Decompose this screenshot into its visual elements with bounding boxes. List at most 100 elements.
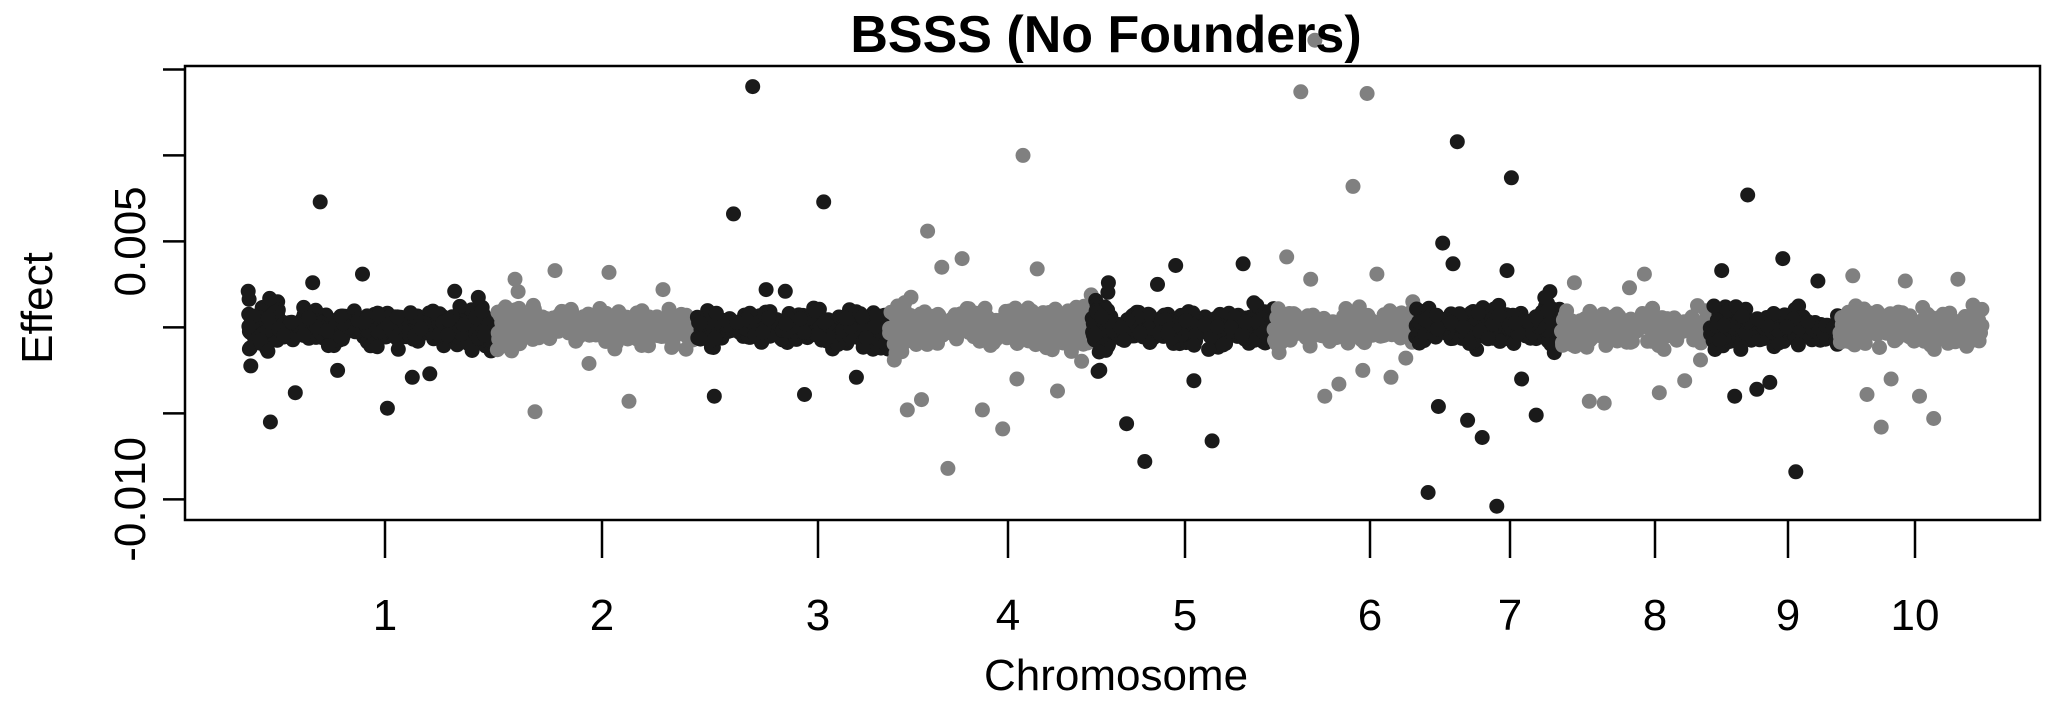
plot-frame xyxy=(183,64,2042,522)
data-point xyxy=(808,303,823,319)
outlier-point xyxy=(422,366,438,382)
data-point xyxy=(1455,319,1471,335)
outlier-point xyxy=(1050,383,1065,399)
data-point xyxy=(477,327,492,343)
outlier-point xyxy=(1137,454,1153,469)
outlier-point xyxy=(1489,498,1505,514)
outlier-point xyxy=(1279,249,1295,265)
data-point xyxy=(1618,318,1634,334)
x-tick-label: 10 xyxy=(1891,591,1940,640)
data-point xyxy=(854,309,870,325)
data-point xyxy=(240,283,256,299)
outlier-point xyxy=(1950,271,1966,287)
data-point xyxy=(662,315,678,331)
data-point xyxy=(260,310,276,326)
data-point xyxy=(525,308,541,324)
data-point xyxy=(474,303,490,319)
outlier-point xyxy=(1727,388,1743,404)
data-point xyxy=(1037,306,1053,322)
outlier-point xyxy=(1293,84,1309,100)
outlier-point xyxy=(1503,170,1519,186)
data-point xyxy=(913,316,929,332)
outlier-point xyxy=(655,282,671,298)
outlier-point xyxy=(1355,362,1371,378)
data-point xyxy=(1201,341,1217,357)
outlier-point xyxy=(1514,371,1530,387)
data-point xyxy=(796,324,812,340)
data-point xyxy=(440,312,456,328)
outlier-point xyxy=(1474,430,1490,445)
outlier-point xyxy=(758,282,774,298)
outlier-point xyxy=(1581,393,1597,409)
outlier-point xyxy=(1009,371,1025,387)
chromosome-3-points xyxy=(689,79,896,404)
data-point xyxy=(456,317,471,333)
data-point xyxy=(761,310,777,326)
data-point xyxy=(369,339,385,355)
data-point xyxy=(1876,316,1892,332)
data-point xyxy=(1932,323,1948,338)
outlier-point xyxy=(1345,178,1361,194)
data-point xyxy=(1766,306,1782,321)
outlier-point xyxy=(1303,271,1319,287)
x-tick-label: 5 xyxy=(1173,591,1197,640)
outlier-point xyxy=(1460,412,1476,428)
data-point xyxy=(390,341,406,357)
data-point xyxy=(1197,317,1212,333)
data-point xyxy=(692,315,708,331)
x-tick-label: 2 xyxy=(590,591,614,640)
data-point xyxy=(778,316,794,332)
outlier-point xyxy=(1651,385,1667,401)
data-point xyxy=(1900,328,1916,344)
outlier-point xyxy=(621,393,637,409)
outlier-point xyxy=(816,194,832,210)
chromosome-6-points xyxy=(1266,32,1423,404)
outlier-point xyxy=(581,356,597,371)
data-point xyxy=(1090,363,1106,379)
outlier-point xyxy=(547,263,563,279)
data-point xyxy=(1848,298,1864,314)
data-point xyxy=(858,330,874,346)
data-point xyxy=(1837,319,1853,335)
data-point xyxy=(1706,298,1722,314)
data-point xyxy=(866,319,882,335)
data-point xyxy=(1584,320,1599,335)
data-point xyxy=(942,316,958,332)
data-point xyxy=(729,314,745,330)
data-point xyxy=(792,311,808,327)
outlier-point xyxy=(287,385,303,401)
outlier-point xyxy=(330,362,346,378)
data-point xyxy=(1038,340,1054,356)
data-point xyxy=(1377,327,1393,343)
data-point xyxy=(1543,334,1559,350)
chromosome-5-points xyxy=(1084,256,1282,469)
data-point xyxy=(510,284,526,300)
data-point xyxy=(440,327,455,343)
data-point xyxy=(534,323,550,339)
outlier-point xyxy=(745,79,761,95)
x-tick-label: 9 xyxy=(1776,591,1800,640)
data-point xyxy=(1556,323,1572,339)
chromosome-9-points xyxy=(1702,187,1847,480)
data-point xyxy=(1398,350,1414,366)
data-point xyxy=(1693,352,1708,368)
data-point xyxy=(371,307,386,323)
data-point xyxy=(1902,308,1918,324)
data-point xyxy=(1215,337,1231,353)
outlier-point xyxy=(1810,273,1826,289)
data-point xyxy=(1008,307,1023,323)
outlier-point xyxy=(974,402,990,418)
outlier-point xyxy=(601,264,617,280)
data-point xyxy=(579,322,595,338)
data-point xyxy=(1861,313,1877,329)
outlier-point xyxy=(1775,251,1791,267)
data-point xyxy=(1246,295,1262,311)
outlier-point xyxy=(1926,411,1942,426)
data-point xyxy=(1430,321,1445,337)
data-point xyxy=(1278,309,1294,325)
data-point xyxy=(868,307,884,323)
points-layer xyxy=(240,32,1990,514)
data-point xyxy=(1417,312,1433,328)
